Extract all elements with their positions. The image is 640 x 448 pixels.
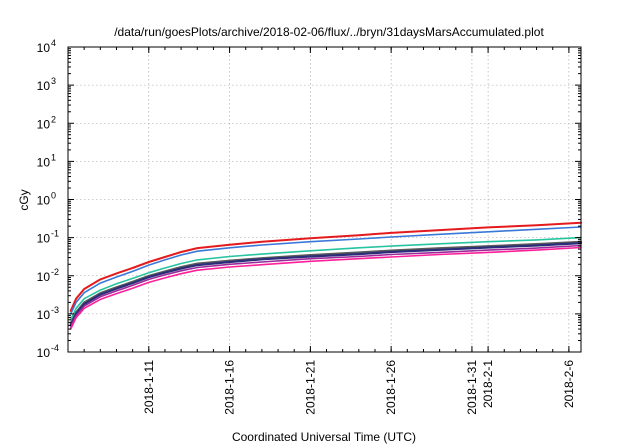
series-line-4	[69, 240, 582, 325]
y-tick-label: 10	[37, 232, 51, 246]
x-axis-label: Coordinated Universal Time (UTC)	[232, 430, 416, 444]
y-tick-exponent: -3	[51, 305, 59, 315]
x-tick-label: 2018-2-1	[481, 360, 495, 408]
chart-title: /data/run/goesPlots/archive/2018-02-06/f…	[114, 25, 544, 39]
series-line-1	[69, 221, 582, 312]
y-tick-exponent: -4	[51, 343, 59, 353]
y-tick-label: 10	[37, 41, 51, 55]
y-tick-label: 10	[37, 155, 51, 169]
x-tick-label: 2018-1-11	[142, 360, 156, 414]
series-line-7	[69, 246, 582, 330]
x-tick-label: 2018-1-26	[384, 360, 398, 415]
y-tick-label: 10	[37, 117, 51, 131]
y-tick-exponent: 1	[51, 152, 56, 162]
series-line-5	[69, 242, 583, 327]
y-tick-exponent: -1	[51, 229, 59, 239]
x-tick-label: 2018-1-21	[303, 360, 317, 415]
y-tick-exponent: 0	[51, 191, 56, 201]
series-line-3	[69, 236, 582, 321]
series-lines	[69, 221, 583, 330]
y-tick-label: 10	[37, 194, 51, 208]
y-tick-label: 10	[37, 79, 51, 93]
y-tick-exponent: 2	[51, 114, 56, 124]
x-tick-label: 2018-2-6	[562, 360, 576, 408]
y-tick-label: 10	[37, 346, 51, 360]
y-tick-label: 10	[37, 270, 51, 284]
x-tick-label: 2018-1-16	[223, 360, 237, 415]
y-tick-label: 10	[37, 308, 51, 322]
y-tick-exponent: -2	[51, 267, 59, 277]
grid	[68, 47, 581, 352]
x-tick-label: 2018-1-31	[465, 360, 479, 415]
series-line-2	[69, 226, 582, 315]
y-tick-exponent: 4	[51, 38, 56, 48]
series-line-6	[69, 244, 582, 328]
y-axis-label: cGy	[17, 189, 31, 210]
y-tick-exponent: 3	[51, 76, 56, 86]
